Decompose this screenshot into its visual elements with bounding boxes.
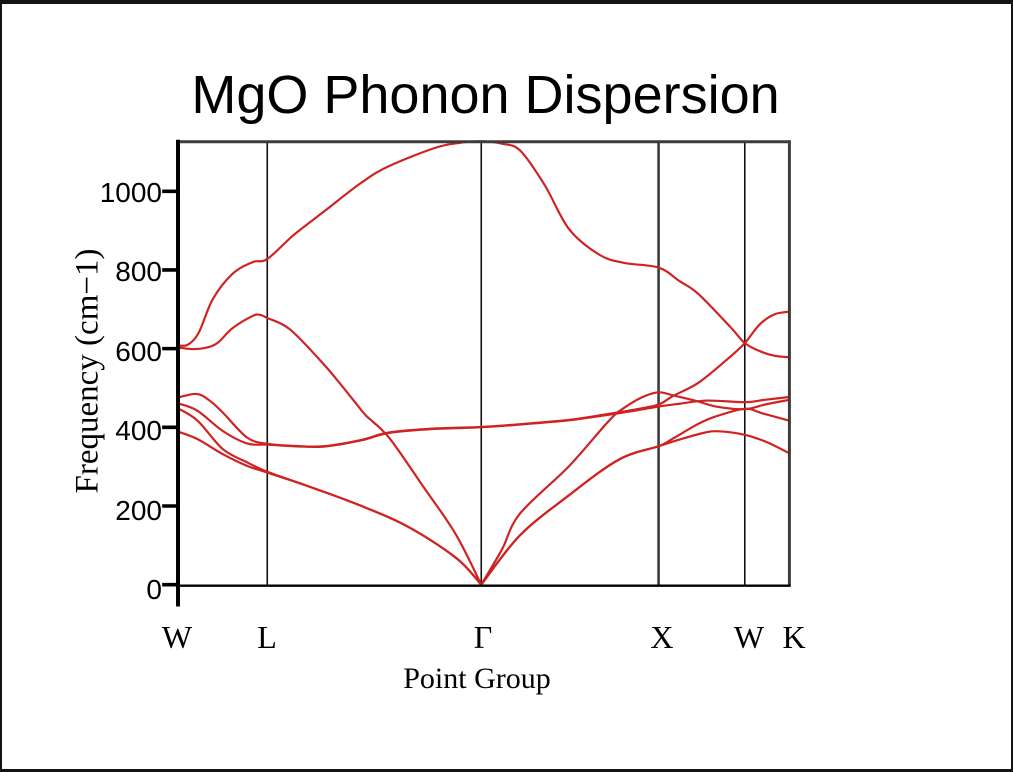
k-point-label: W <box>161 619 193 655</box>
y-tick-label: 600 <box>115 335 162 367</box>
dispersion-curve <box>176 140 791 359</box>
y-tick-label: 200 <box>115 494 162 526</box>
dispersion-curve <box>176 313 791 586</box>
x-axis-label: Point Group <box>403 662 551 695</box>
phonon-dispersion-plot <box>162 139 791 607</box>
chart-title: MgO Phonon Dispersion <box>191 65 780 125</box>
k-point-label: L <box>257 619 277 655</box>
y-tick-label: 0 <box>146 574 162 605</box>
y-tick-label: 400 <box>115 415 162 447</box>
y-tick-label: 800 <box>115 256 162 288</box>
k-point-label: X <box>650 619 674 655</box>
k-point-label: K <box>782 619 806 655</box>
dispersion-curve <box>176 395 791 449</box>
y-tick-label: 1000 <box>99 177 162 208</box>
k-point-label: Γ <box>473 619 493 655</box>
k-point-label: W <box>733 619 765 655</box>
dispersion-curve <box>176 430 791 586</box>
